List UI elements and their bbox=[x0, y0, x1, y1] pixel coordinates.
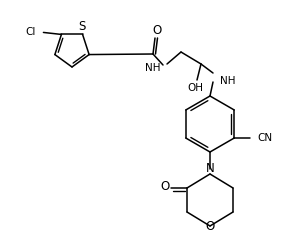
Text: Cl: Cl bbox=[25, 27, 35, 37]
Text: NH: NH bbox=[144, 63, 160, 73]
Text: NH: NH bbox=[220, 76, 236, 86]
Text: S: S bbox=[78, 20, 85, 33]
Text: O: O bbox=[205, 221, 215, 234]
Text: O: O bbox=[152, 23, 162, 37]
Text: O: O bbox=[160, 181, 170, 193]
Text: CN: CN bbox=[257, 133, 272, 143]
Text: N: N bbox=[206, 162, 214, 174]
Text: OH: OH bbox=[187, 83, 203, 93]
